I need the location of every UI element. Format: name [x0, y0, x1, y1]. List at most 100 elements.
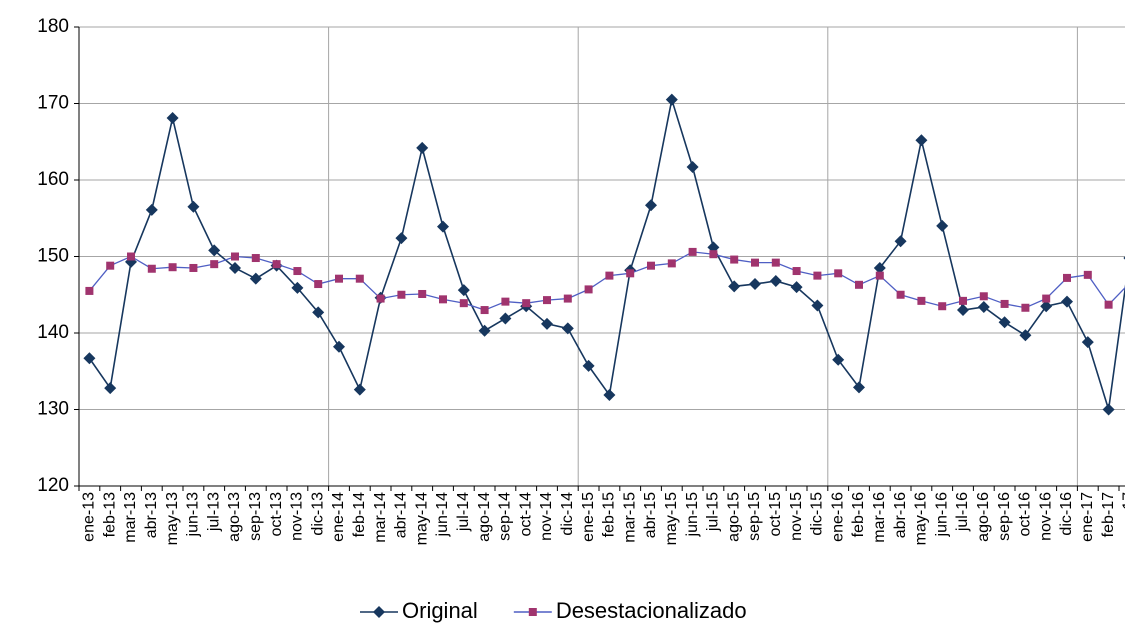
data-point — [832, 353, 845, 366]
legend-marker — [373, 606, 385, 618]
y-tick-label: 170 — [37, 93, 69, 114]
data-point — [210, 260, 219, 269]
series — [85, 247, 1125, 315]
data-point — [1042, 294, 1051, 303]
x-tick-label: ene-16 — [829, 492, 846, 542]
series-line — [88, 251, 1125, 311]
data-point — [376, 294, 385, 303]
data-point — [541, 317, 553, 330]
data-point — [582, 359, 595, 372]
data-point — [397, 290, 406, 299]
data-point — [1061, 295, 1073, 308]
data-point — [749, 278, 761, 291]
x-tick-label: nov-13 — [289, 492, 306, 541]
x-tick-label: sep-15 — [746, 492, 763, 541]
x-tick-label: mar-17 — [1121, 492, 1125, 543]
x-tick-label: dic-15 — [809, 492, 826, 536]
x-tick-label: abr-14 — [393, 492, 410, 538]
data-point — [959, 296, 967, 305]
data-point — [437, 220, 449, 233]
data-point — [813, 271, 822, 280]
x-tick-label: oct-16 — [1017, 492, 1034, 537]
legend-label: Desestacionalizado — [556, 598, 747, 623]
x-tick-label: dic-14 — [559, 492, 576, 536]
data-point — [83, 352, 96, 365]
data-point — [499, 312, 512, 325]
x-tick-label: ene-13 — [81, 492, 98, 542]
x-tick-label: may-15 — [663, 492, 680, 545]
data-point — [647, 261, 655, 270]
data-point — [147, 264, 156, 273]
x-tick-label: jul-14 — [455, 492, 472, 532]
data-point — [85, 286, 94, 295]
data-point — [272, 260, 281, 269]
x-tick-label: may-13 — [164, 492, 181, 545]
data-point — [457, 284, 470, 297]
data-point — [293, 267, 302, 276]
data-point — [251, 254, 260, 263]
y-tick-label: 160 — [37, 169, 69, 190]
x-tick-label: oct-15 — [767, 492, 784, 537]
x-tick-label: oct-13 — [268, 492, 285, 537]
data-point — [166, 112, 179, 125]
data-point — [894, 235, 907, 248]
x-tick-label: nov-15 — [788, 492, 805, 541]
data-point — [1021, 303, 1030, 312]
data-point — [730, 255, 739, 264]
data-point — [145, 203, 158, 216]
x-tick-label: jun-16 — [933, 492, 950, 538]
data-point — [665, 93, 678, 106]
y-tick-label: 130 — [37, 399, 69, 420]
data-point — [416, 141, 429, 154]
x-tick-label: ene-14 — [330, 492, 347, 542]
data-point — [873, 261, 886, 274]
x-tick-label: feb-13 — [101, 492, 118, 537]
x-tick-label: feb-14 — [351, 492, 368, 537]
x-tick-label: may-14 — [413, 492, 430, 545]
x-tick-label: ago-15 — [725, 492, 742, 542]
data-point — [459, 299, 468, 308]
data-point — [168, 263, 177, 272]
data-point — [834, 269, 843, 278]
data-point — [208, 244, 221, 257]
data-point — [998, 316, 1011, 329]
data-point — [229, 261, 241, 274]
x-tick-label: jul-13 — [205, 492, 222, 532]
x-tick-label: sep-14 — [497, 492, 514, 541]
data-point — [1063, 273, 1071, 282]
data-point — [189, 263, 198, 272]
data-point — [439, 295, 447, 304]
x-tick-label: mar-16 — [871, 492, 888, 543]
data-point — [688, 247, 697, 256]
data-point — [291, 281, 304, 294]
data-point — [1104, 300, 1113, 309]
data-point — [603, 388, 616, 401]
data-point — [312, 306, 325, 319]
data-point — [333, 340, 345, 353]
x-tick-label: nov-16 — [1037, 492, 1054, 541]
data-point — [480, 306, 489, 315]
data-point — [1019, 329, 1032, 342]
data-point — [751, 258, 759, 267]
data-point — [395, 232, 408, 245]
data-point — [1081, 336, 1094, 349]
data-point — [106, 261, 115, 270]
data-point — [811, 299, 824, 312]
data-point — [979, 292, 988, 301]
x-tick-label: jul-15 — [705, 492, 722, 532]
x-tick-label: abr-16 — [892, 492, 909, 538]
x-tick-label: feb-16 — [850, 492, 867, 537]
data-point — [543, 296, 551, 305]
x-tick-label: dic-13 — [309, 492, 326, 536]
legend-marker — [528, 608, 537, 616]
data-point — [355, 274, 364, 283]
data-point — [231, 252, 239, 261]
x-tick-label: sep-13 — [247, 492, 264, 541]
x-tick-label: jun-14 — [434, 492, 451, 538]
x-tick-label: mar-13 — [122, 492, 139, 543]
data-point — [853, 381, 865, 394]
data-point — [1083, 270, 1092, 279]
x-tick-label: dic-16 — [1058, 492, 1075, 536]
data-point — [769, 274, 782, 287]
data-point — [563, 294, 572, 303]
